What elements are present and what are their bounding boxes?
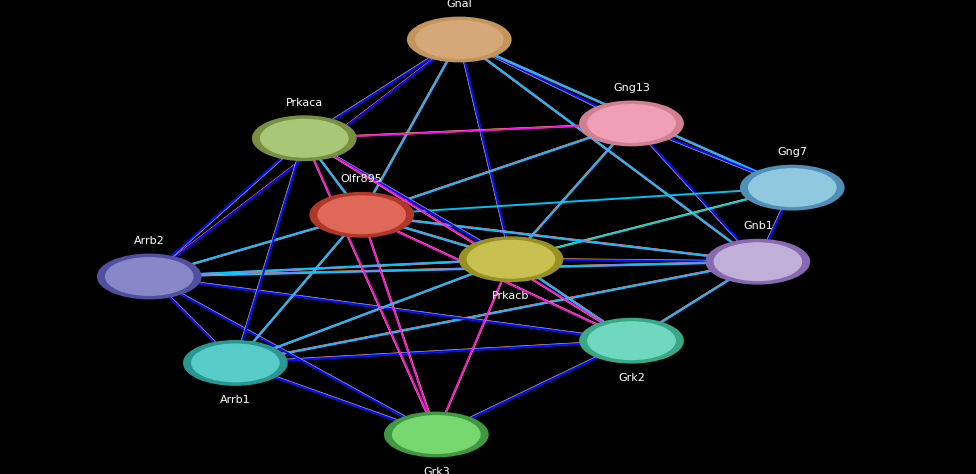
Circle shape [385, 412, 488, 457]
Circle shape [310, 192, 414, 237]
Circle shape [408, 17, 511, 62]
Circle shape [183, 341, 287, 385]
Circle shape [105, 258, 193, 295]
Text: Gng13: Gng13 [613, 83, 650, 93]
Text: Gng7: Gng7 [777, 147, 807, 157]
Circle shape [741, 165, 844, 210]
Circle shape [707, 239, 809, 284]
Text: Gnal: Gnal [446, 0, 472, 9]
Circle shape [714, 243, 801, 281]
Circle shape [460, 237, 562, 282]
Circle shape [468, 240, 554, 278]
Text: Prkaca: Prkaca [286, 98, 323, 108]
Circle shape [261, 119, 347, 157]
Circle shape [191, 344, 279, 382]
Circle shape [98, 254, 201, 299]
Text: Arrb1: Arrb1 [220, 395, 251, 405]
Text: Gnb1: Gnb1 [743, 221, 773, 231]
Circle shape [392, 416, 480, 453]
Text: Arrb2: Arrb2 [134, 236, 165, 246]
Circle shape [416, 21, 503, 58]
Circle shape [253, 116, 356, 161]
Circle shape [580, 101, 683, 146]
Text: Olfr895: Olfr895 [341, 174, 383, 184]
Circle shape [749, 169, 835, 206]
Text: Grk2: Grk2 [618, 373, 645, 383]
Circle shape [318, 196, 405, 234]
Text: Prkacb: Prkacb [492, 292, 530, 301]
Circle shape [580, 319, 683, 363]
Text: Grk3: Grk3 [423, 466, 450, 474]
Circle shape [588, 322, 675, 359]
Circle shape [588, 105, 675, 142]
